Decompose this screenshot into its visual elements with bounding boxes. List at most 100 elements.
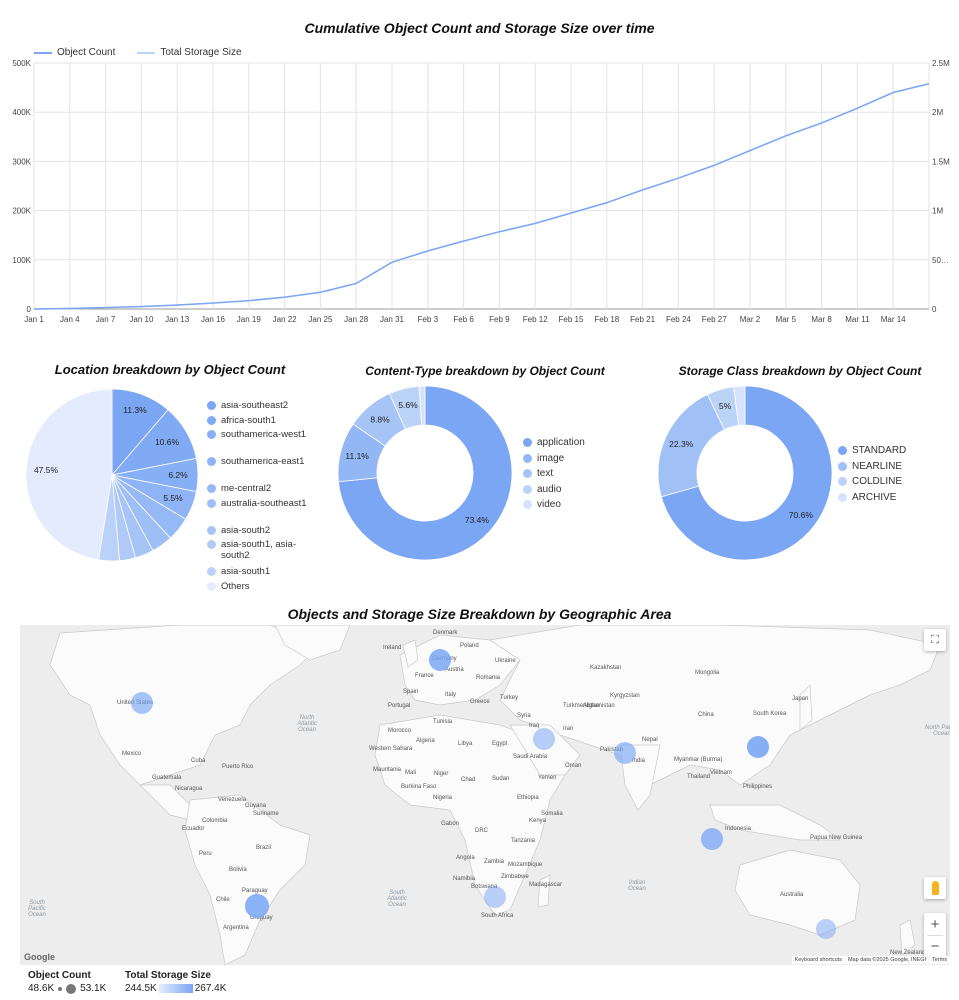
map-country-label: Western Sahara (369, 746, 413, 752)
pie-slice-standard (660, 385, 833, 561)
map-data-bubble[interactable] (245, 894, 269, 918)
legend-label: me-central2 (221, 483, 272, 494)
map-country-label: Bolivia (229, 867, 247, 873)
legend-item: Others (207, 581, 307, 592)
zoom-in-button[interactable]: + (930, 915, 940, 933)
legend-label: ARCHIVE (852, 491, 897, 503)
x-tick-label: Jan 1 (24, 315, 44, 324)
map-country-label: Tanzania (511, 838, 536, 844)
southeast-asia-islands (709, 804, 842, 841)
map-country-label: Mozambique (508, 862, 543, 868)
map-data-bubble[interactable] (533, 728, 555, 750)
legend-label: southamerica-west1 (221, 429, 307, 440)
legend-label: asia-southeast2 (221, 400, 289, 411)
pie-data-label: 10.6% (155, 437, 180, 447)
map-data-bubble[interactable] (701, 828, 723, 850)
map-ocean-label: Indian Ocean (628, 880, 646, 892)
fullscreen-icon: ⛶ (931, 633, 939, 646)
legend-item: video (523, 499, 561, 510)
x-tick-label: Feb 18 (594, 315, 619, 324)
map-data-attribution: Map data ©2025 Google, INEGI (847, 957, 927, 963)
map-country-label: Nepal (642, 737, 658, 743)
google-logo[interactable]: Google (24, 952, 55, 962)
map-country-label: Papua New Guinea (810, 835, 863, 841)
small-dot-icon (58, 986, 63, 991)
legend-line-storage-size (137, 51, 156, 54)
pie-slice-others (25, 388, 113, 561)
x-tick-label: Feb 21 (630, 315, 655, 324)
map-country-label: Ethiopia (517, 795, 539, 801)
map-country-label: South Africa (481, 913, 514, 919)
map-country-label: Mexico (122, 751, 142, 757)
legend-item: asia-south1, asia-south2 (207, 539, 307, 561)
x-tick-label: Jan 28 (344, 315, 369, 324)
x-tick-label: Jan 19 (237, 315, 262, 324)
pie-data-label: 6.2% (168, 470, 188, 480)
legend-line-object-count (34, 51, 52, 54)
legend-label: asia-south1, asia-south2 (221, 539, 296, 561)
count-legend-title: Object Count (28, 970, 91, 981)
street-view-pegman-button[interactable] (924, 877, 946, 899)
legend-swatch (838, 477, 847, 486)
geographic-map[interactable]: Ireland Denmark Poland Ukraine France Romania… (20, 625, 950, 965)
pie-slice-video (418, 385, 426, 426)
legend-item: application (523, 437, 585, 448)
pie-slice-archive (733, 385, 746, 426)
x-tick-label: Feb 3 (418, 315, 439, 324)
legend-swatch (523, 484, 532, 494)
map-data-bubble[interactable] (429, 649, 451, 671)
legend-item: NEARLINE (838, 461, 902, 472)
map-ocean-label: South Atlantic Ocean (387, 890, 407, 908)
legend-swatch (207, 484, 216, 493)
fullscreen-button[interactable]: ⛶ (924, 629, 946, 651)
map-country-label: Argentina (223, 925, 249, 931)
map-country-label: Austria (445, 667, 464, 673)
terms-link[interactable]: Terms (932, 957, 947, 963)
map-country-label: Yemen (538, 775, 557, 781)
pie-data-label: 11.1% (345, 451, 369, 461)
x-tick-label: Jan 31 (380, 315, 405, 324)
map-country-label: Chad (461, 777, 476, 783)
map-data-bubble[interactable] (484, 886, 506, 908)
count-min-label: 48.6K (28, 983, 55, 994)
keyboard-shortcuts-link[interactable]: Keyboard shortcuts (794, 957, 842, 963)
map-country-label: South Korea (753, 711, 787, 717)
legend-swatch (838, 446, 847, 455)
map-country-label: Poland (460, 643, 479, 649)
map-data-bubble[interactable] (747, 736, 769, 758)
map-ocean-label: North Atlantic Ocean (297, 715, 317, 733)
map-country-label: Syria (517, 713, 531, 719)
north-america-landmass (49, 625, 321, 786)
legend-label: application (537, 437, 585, 448)
x-tick-label: Jan 16 (201, 315, 226, 324)
legend-swatch (207, 498, 216, 508)
legend-item: australia-southeast1 (207, 498, 307, 509)
map-country-label: Kyrgyzstan (610, 693, 640, 699)
x-tick-label: Jan 25 (308, 315, 333, 324)
map-data-bubble[interactable] (614, 742, 636, 764)
x-tick-label: Feb 24 (666, 315, 691, 324)
map-country-label: Romania (476, 675, 501, 681)
size-min-label: 244.5K (125, 983, 157, 994)
map-country-label: Colombia (202, 818, 228, 824)
map-data-bubble[interactable] (131, 692, 153, 714)
pie-data-label: 22.3% (669, 439, 694, 449)
new-zealand-landmass (899, 919, 916, 956)
zoom-out-button[interactable]: − (927, 934, 943, 957)
legend-label: africa-south1 (221, 414, 276, 426)
map-country-label: Puerto Rico (222, 764, 254, 770)
pie-data-label: 5% (719, 401, 732, 411)
map-country-label: Morocco (388, 728, 412, 734)
map-country-label: Iraq (529, 723, 540, 729)
greenland-landmass (274, 625, 351, 661)
y-left-tick-label: 100K (12, 256, 31, 265)
pie-data-label: 5.5% (163, 493, 183, 503)
map-country-label: Tunisia (433, 719, 453, 725)
map-country-label: Egypt (492, 741, 508, 747)
y-left-tick-label: 200K (12, 207, 31, 216)
size-legend-scale: 244.5K 267.4K (125, 983, 226, 994)
legend-label: image (537, 452, 565, 464)
map-country-label: Botswana (471, 884, 498, 890)
map-country-label: Algeria (416, 738, 435, 744)
map-data-bubble[interactable] (816, 919, 836, 939)
